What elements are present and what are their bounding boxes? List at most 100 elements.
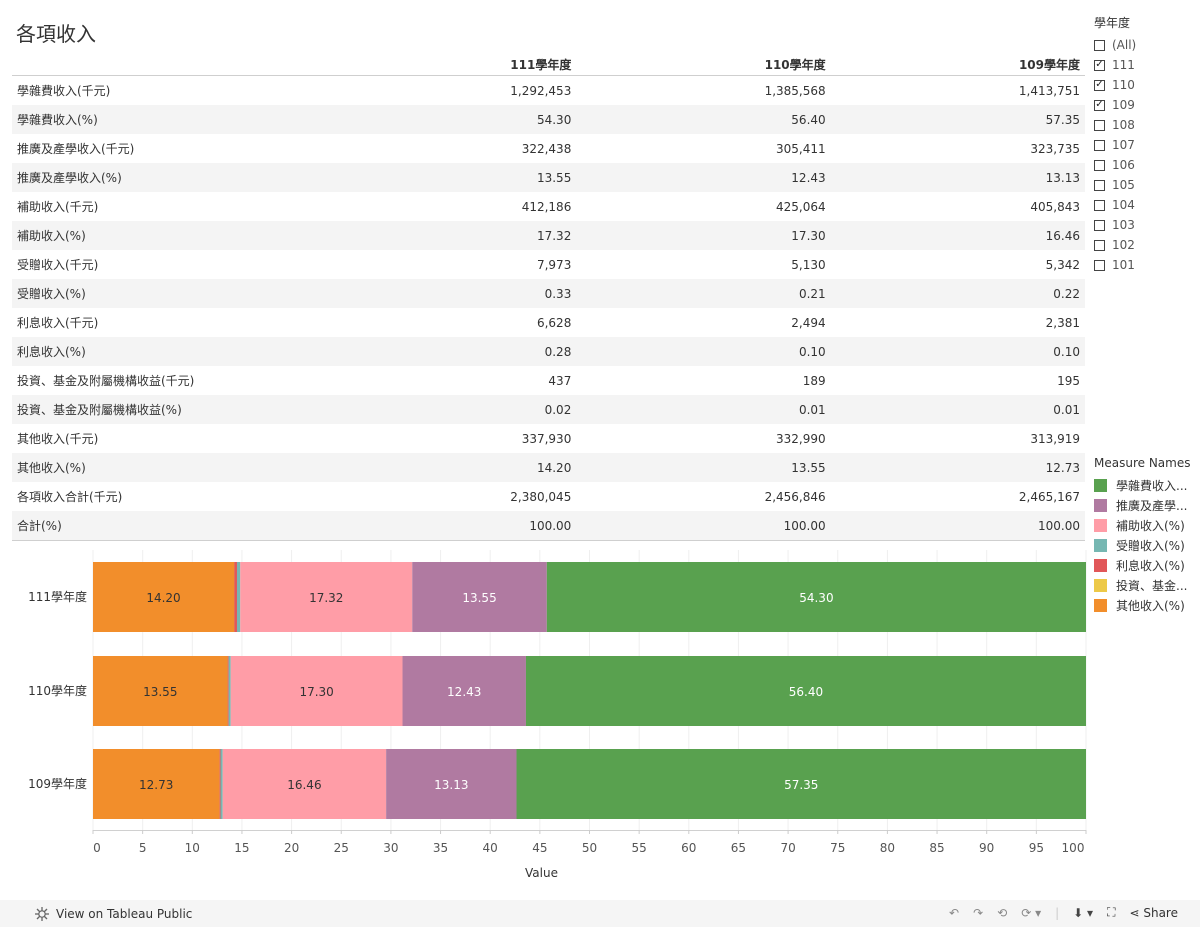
bar-data-label: 14.20 [146,591,180,605]
undo-icon[interactable]: ↶ [949,905,960,920]
bar-segment[interactable] [412,562,547,632]
table-row: 利息收入(千元) 6,628 2,494 2,381 [12,308,1085,337]
legend-item[interactable]: 其他收入(%) [1094,595,1190,615]
filter-item[interactable]: 105 [1094,175,1136,195]
filter-checkbox[interactable] [1094,239,1105,251]
fullscreen-icon[interactable]: ⛶ [1107,905,1116,919]
legend-item[interactable]: 受贈收入(%) [1094,535,1190,555]
bar-data-label: 13.55 [462,591,496,605]
bar-segment[interactable] [227,656,229,726]
filter-item-label: 105 [1112,178,1135,192]
table-cell: 6,628 [536,315,572,330]
bar-segment[interactable] [525,656,1086,726]
bar-segment[interactable] [240,562,413,632]
bar-segment[interactable] [222,749,387,819]
bar-segment[interactable] [230,656,403,726]
bar-segment[interactable] [219,749,221,819]
filter-item-label: 110 [1112,78,1135,92]
bar-segment[interactable] [402,656,526,726]
table-cell: 17.30 [576,221,831,250]
view-on-tableau-link[interactable]: View on Tableau Public [34,906,192,922]
filter-checkbox[interactable] [1094,259,1105,271]
filter-item-label: 102 [1112,238,1135,252]
bar-segment[interactable] [228,656,231,726]
row-label: 推廣及產學收入(千元) [17,142,135,156]
legend-label: 補助收入(%) [1116,518,1185,533]
x-axis-title: Value [525,866,558,880]
bar-segment[interactable] [93,749,220,819]
filter-checkbox[interactable] [1094,159,1105,171]
filter-item[interactable]: 106 [1094,155,1136,175]
filter-item[interactable]: 108 [1094,115,1136,135]
legend-swatch [1094,578,1107,592]
filter-checkbox[interactable]: ✓ [1094,99,1105,111]
table-row: 投資、基金及附屬機構收益(千元) 437 189 195 [12,366,1085,395]
table-header-col[interactable]: 110學年度 [576,54,831,76]
bar-segment[interactable] [546,562,1086,632]
bar-data-label: 57.35 [784,778,818,792]
filter-item-label: 109 [1112,98,1135,112]
share-icon: ⋖ [1129,905,1140,920]
filter-item[interactable]: 101 [1094,255,1136,275]
filter-checkbox[interactable] [1094,199,1105,211]
filter-item[interactable]: 103 [1094,215,1136,235]
bar-segment[interactable] [386,749,517,819]
bar-segment[interactable] [93,562,235,632]
legend-label: 其他收入(%) [1116,598,1185,613]
redo-icon[interactable]: ↷ [973,905,984,920]
x-tick-label: 25 [334,841,349,855]
row-label: 各項收入合計(千元) [17,490,123,504]
legend-label: 學雜費收入... [1116,478,1188,493]
view-on-tableau-label: View on Tableau Public [56,907,193,921]
table-cell: 100.00 [576,511,831,541]
refresh-icon[interactable]: ⟳ ▾ [1021,905,1042,920]
year-filter: 學年度 (All) ✓ 111 ✓ 110 ✓ 109 108 107 106 105 104 103 1… [1094,14,1136,275]
bar-data-label: 12.43 [447,685,481,699]
filter-checkbox[interactable] [1094,119,1105,131]
legend-swatch [1094,518,1107,532]
legend-item[interactable]: 推廣及產學... [1094,495,1190,515]
bar-segment[interactable] [93,656,228,726]
legend-item[interactable]: 投資、基金... [1094,575,1190,595]
table-cell: 0.01 [576,395,831,424]
table-row: 推廣及產學收入(千元) 322,438 305,411 323,735 [12,134,1085,163]
filter-item-label: 107 [1112,138,1135,152]
filter-item[interactable]: 107 [1094,135,1136,155]
filter-checkbox[interactable] [1094,179,1105,191]
filter-checkbox[interactable]: ✓ [1094,59,1105,71]
filter-item[interactable]: 104 [1094,195,1136,215]
bar-segment[interactable] [236,562,241,632]
bar-segment[interactable] [234,562,237,632]
legend-item[interactable]: 利息收入(%) [1094,555,1190,575]
revert-icon[interactable]: ⟲ [997,905,1008,920]
filter-item-label: 106 [1112,158,1135,172]
table-cell: 2,381 [1045,315,1080,330]
table-cell: 2,465,167 [1018,489,1080,504]
filter-item[interactable]: 102 [1094,235,1136,255]
download-icon[interactable]: ⬇ ▾ [1073,905,1094,920]
row-label: 推廣及產學收入(%) [12,163,322,192]
filter-checkbox[interactable] [1094,39,1105,51]
filter-item-label: 108 [1112,118,1135,132]
filter-item[interactable]: ✓ 109 [1094,95,1136,115]
legend-item[interactable]: 補助收入(%) [1094,515,1190,535]
x-tick-label: 55 [632,841,647,855]
table-header-col[interactable]: 111學年度 [322,54,577,76]
table-cell: 1,413,751 [1018,83,1080,98]
table-cell: 323,735 [1030,141,1080,156]
filter-checkbox[interactable] [1094,219,1105,231]
table-cell: 0.10 [830,337,1085,366]
filter-checkbox[interactable] [1094,139,1105,151]
filter-item[interactable]: ✓ 111 [1094,55,1136,75]
bar-data-label: 13.13 [434,778,468,792]
filter-checkbox[interactable]: ✓ [1094,79,1105,91]
table-cell: 14.20 [322,453,577,482]
filter-item[interactable]: (All) [1094,35,1136,55]
bar-segment[interactable] [220,749,223,819]
bar-segment[interactable] [516,749,1086,819]
table-header-col[interactable]: 109學年度 [830,54,1085,76]
filter-item[interactable]: ✓ 110 [1094,75,1136,95]
legend-item[interactable]: 學雜費收入... [1094,475,1190,495]
share-button[interactable]: ⋖ Share [1129,906,1178,920]
category-label: 109學年度 [28,776,87,791]
